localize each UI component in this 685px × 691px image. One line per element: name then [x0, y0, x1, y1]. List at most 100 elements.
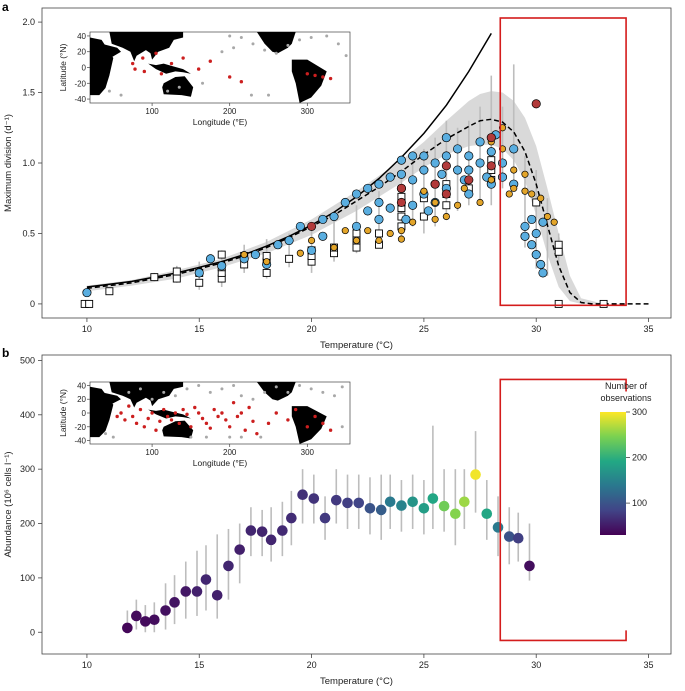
inset-red-point: [189, 425, 193, 429]
inset-red-point: [200, 416, 205, 421]
abundance-point: [407, 496, 418, 508]
x-tick-label: 30: [531, 324, 541, 334]
inset-grey-point: [173, 394, 177, 398]
x-tick-label: 25: [419, 324, 429, 334]
inset-red-point: [293, 407, 298, 412]
x-axis-label: Temperature (°C): [320, 340, 393, 351]
inset-grey-point: [138, 387, 142, 391]
inset-red-point: [228, 75, 232, 79]
inset-grey-point: [251, 397, 255, 401]
blue-circle-point: [531, 228, 541, 239]
high-temperature-highlight-box: [499, 17, 627, 307]
arabia-landmass: [101, 43, 121, 58]
inset-red-point: [235, 414, 240, 419]
arabia-landmass: [101, 392, 121, 404]
y-tick-label: 1.0: [22, 158, 35, 168]
abundance-point: [308, 493, 320, 504]
y-tick-label: 2.0: [22, 17, 35, 27]
orange-circle-point: [330, 243, 338, 252]
inset-grey-point: [286, 43, 290, 47]
south-america-landmass: [291, 59, 327, 103]
confidence-band: [86, 91, 604, 304]
abundance-point: [330, 494, 342, 506]
blue-circle-point: [408, 175, 418, 185]
orange-circle-point: [543, 212, 551, 221]
darkred-circle-point: [307, 221, 317, 231]
inset-grey-point: [298, 38, 302, 42]
abundance-point: [140, 616, 151, 627]
y-tick-label: 0.5: [22, 228, 35, 238]
abundance-point: [427, 493, 439, 504]
darkred-circle-point: [396, 183, 406, 193]
inset-red-point: [193, 405, 197, 410]
inset-x-axis-label: Longitude (°E): [193, 117, 248, 127]
inset-red-point: [169, 418, 174, 422]
inset-y-tick-label: 0: [82, 64, 87, 73]
blue-circle-point: [273, 240, 283, 250]
inset-red-point: [181, 56, 185, 60]
inset-grey-point: [325, 34, 329, 38]
orange-circle-point: [505, 190, 513, 198]
inset-red-point: [208, 426, 212, 430]
darkred-circle-point: [430, 179, 440, 189]
asia-landmass: [109, 382, 184, 408]
inset-grey-point: [228, 435, 232, 439]
inset-y-axis-label: Latitude (°N): [58, 43, 68, 91]
orange-circle-point: [296, 249, 304, 257]
inset-red-point: [154, 428, 158, 432]
blue-circle-point: [82, 288, 92, 298]
blue-circle-point: [509, 144, 519, 154]
orange-circle-point: [308, 236, 316, 245]
inset-y-tick-label: 20: [77, 48, 86, 57]
square-point: [172, 267, 181, 276]
inset-red-point: [133, 67, 137, 71]
inset-y-tick-label: 40: [77, 32, 86, 41]
abundance-point: [200, 574, 212, 585]
inset-red-point: [146, 416, 150, 421]
square-point: [217, 250, 226, 259]
orange-circle-point: [550, 218, 558, 226]
orange-circle-point: [460, 184, 468, 192]
inset-red-point: [313, 73, 317, 78]
y-tick-label: 0: [30, 299, 35, 309]
blue-circle-point: [475, 158, 485, 168]
blue-circle-point: [205, 254, 216, 264]
inset-grey-point: [204, 435, 208, 439]
inset-x-tick-label: 100: [145, 448, 159, 457]
southeast-asia-islands: [148, 409, 191, 419]
square-point: [352, 243, 361, 252]
inset-red-point: [165, 414, 170, 419]
blue-circle-point: [318, 214, 328, 224]
inset-y-tick-label: -40: [74, 95, 86, 104]
y-tick-label: 400: [20, 410, 35, 420]
inset-red-point: [162, 407, 166, 412]
inset-grey-point: [228, 34, 232, 38]
y-axis-label: Abundance (10⁶ cells l⁻¹): [3, 451, 14, 557]
inset-red-point: [328, 428, 333, 432]
abundance-point: [492, 522, 504, 533]
inset-red-point: [134, 421, 139, 426]
inset-grey-point: [220, 50, 224, 54]
inset-red-point: [305, 72, 310, 76]
inset-red-point: [305, 425, 310, 429]
southeast-asia-islands: [148, 63, 191, 74]
y-tick-label: 300: [20, 464, 35, 474]
orange-circle-point: [510, 184, 518, 192]
south-america-landmass: [291, 406, 327, 444]
inset-grey-point: [274, 51, 278, 55]
inset-grey-point: [239, 36, 243, 40]
blue-circle-point: [363, 183, 373, 193]
blue-circle-point: [464, 151, 474, 161]
y-tick-label: 200: [20, 519, 35, 529]
orange-circle-point: [510, 166, 518, 174]
abundance-point: [265, 534, 277, 546]
inset-y-tick-label: -40: [74, 437, 86, 446]
inset-grey-point: [251, 42, 255, 46]
blue-circle-point: [396, 169, 406, 179]
y-tick-label: 500: [20, 355, 35, 365]
inset-grey-point: [185, 387, 189, 391]
abundance-point: [396, 500, 407, 511]
colorbar-title-line-2: observations: [600, 393, 652, 403]
panel-b-chart: 10 15 20 25 30 350100200300400500Temperature …: [3, 354, 672, 687]
abundance-point: [297, 489, 308, 501]
